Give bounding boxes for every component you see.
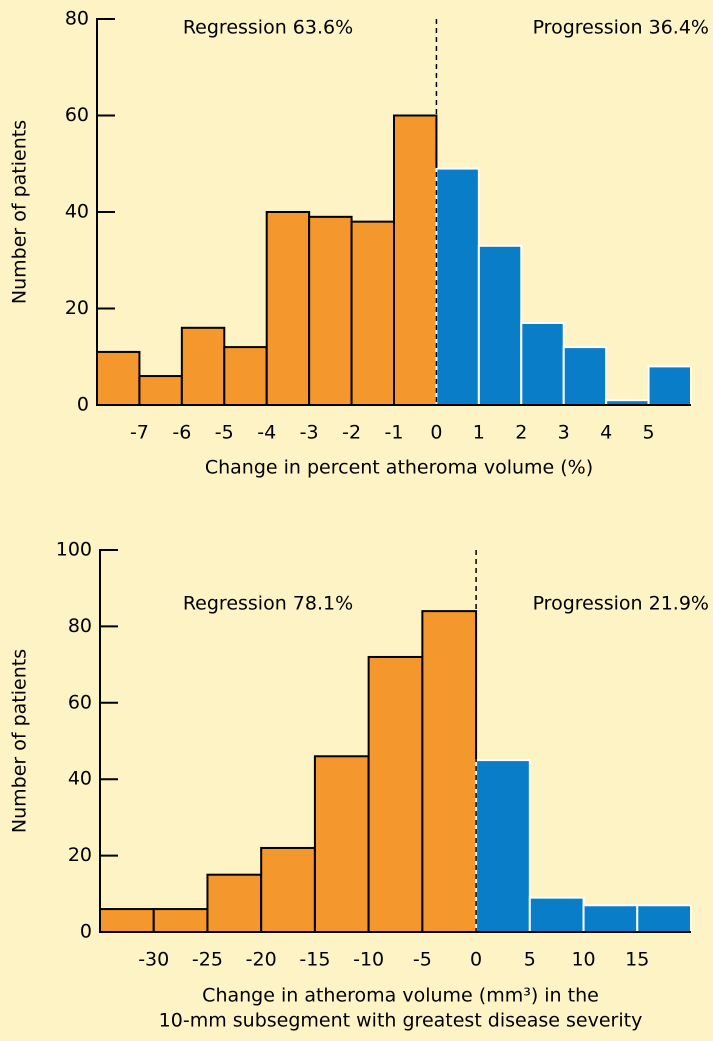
y-tick-label: 0 — [77, 394, 89, 416]
bar — [475, 759, 531, 933]
annotation: Regression 78.1% — [183, 593, 353, 615]
bar — [421, 610, 478, 933]
bar — [435, 167, 480, 406]
bar — [180, 326, 226, 406]
bar — [393, 114, 438, 406]
x-tick-label: -7 — [130, 422, 149, 444]
x-tick-label: 0 — [430, 422, 442, 444]
y-tick-label: 40 — [68, 768, 92, 790]
y-tick-label: 60 — [68, 691, 92, 713]
x-tick-label: -20 — [246, 949, 277, 971]
bar — [477, 244, 523, 406]
x-axis-label: Change in percent atheroma volume (%) — [205, 457, 593, 479]
x-tick-label: -4 — [257, 422, 276, 444]
y-axis-label: Number of patients — [9, 649, 31, 833]
bar — [260, 846, 316, 934]
x-tick-label: 2 — [515, 422, 527, 444]
x-tick-label: 0 — [470, 949, 482, 971]
x-tick-label: -1 — [385, 422, 404, 444]
y-tick-label: 20 — [68, 844, 92, 866]
bar — [582, 904, 639, 934]
x-tick-label: -5 — [413, 949, 432, 971]
annotation: Progression 36.4% — [533, 17, 709, 39]
bar — [562, 346, 608, 407]
y-tick-label: 80 — [68, 615, 92, 637]
y-tick-label: 100 — [56, 539, 92, 561]
bar — [520, 321, 565, 407]
bar — [636, 904, 692, 934]
bar — [99, 908, 155, 934]
x-tick-label: 4 — [600, 422, 612, 444]
x-tick-label: -6 — [172, 422, 191, 444]
bar — [350, 220, 396, 406]
x-tick-label: 10 — [571, 949, 595, 971]
bar — [96, 350, 141, 406]
x-tick-label: -5 — [215, 422, 234, 444]
x-tick-label: 15 — [625, 949, 649, 971]
y-tick-label: 20 — [65, 297, 89, 319]
x-axis-label: Change in atheroma volume (mm³) in the — [202, 985, 599, 1007]
x-tick-label: -15 — [299, 949, 330, 971]
x-tick-label: -10 — [353, 949, 384, 971]
annotation: Progression 21.9% — [533, 593, 709, 615]
bar — [152, 908, 209, 934]
bar — [138, 375, 183, 406]
x-tick-label: 3 — [558, 422, 570, 444]
annotation: Regression 63.6% — [183, 17, 353, 39]
y-tick-label: 60 — [65, 104, 89, 126]
bar — [206, 873, 263, 934]
x-tick-label: -30 — [138, 949, 169, 971]
bar — [647, 365, 692, 406]
bar — [528, 896, 585, 933]
x-tick-label: -25 — [192, 949, 223, 971]
x-tick-label: 1 — [473, 422, 485, 444]
bar — [313, 755, 370, 934]
bar — [367, 655, 424, 934]
bar — [308, 215, 353, 406]
y-tick-label: 80 — [65, 8, 89, 30]
x-tick-label: -2 — [342, 422, 361, 444]
x-tick-label: 5 — [524, 949, 536, 971]
x-axis-label: 10-mm subsegment with greatest disease s… — [159, 1010, 643, 1032]
bar — [265, 211, 311, 406]
y-axis-label: Number of patients — [9, 120, 31, 304]
y-tick-label: 0 — [80, 921, 92, 943]
x-tick-label: -3 — [300, 422, 319, 444]
bar — [223, 346, 268, 407]
y-tick-label: 40 — [65, 201, 89, 223]
x-tick-label: 5 — [643, 422, 655, 444]
